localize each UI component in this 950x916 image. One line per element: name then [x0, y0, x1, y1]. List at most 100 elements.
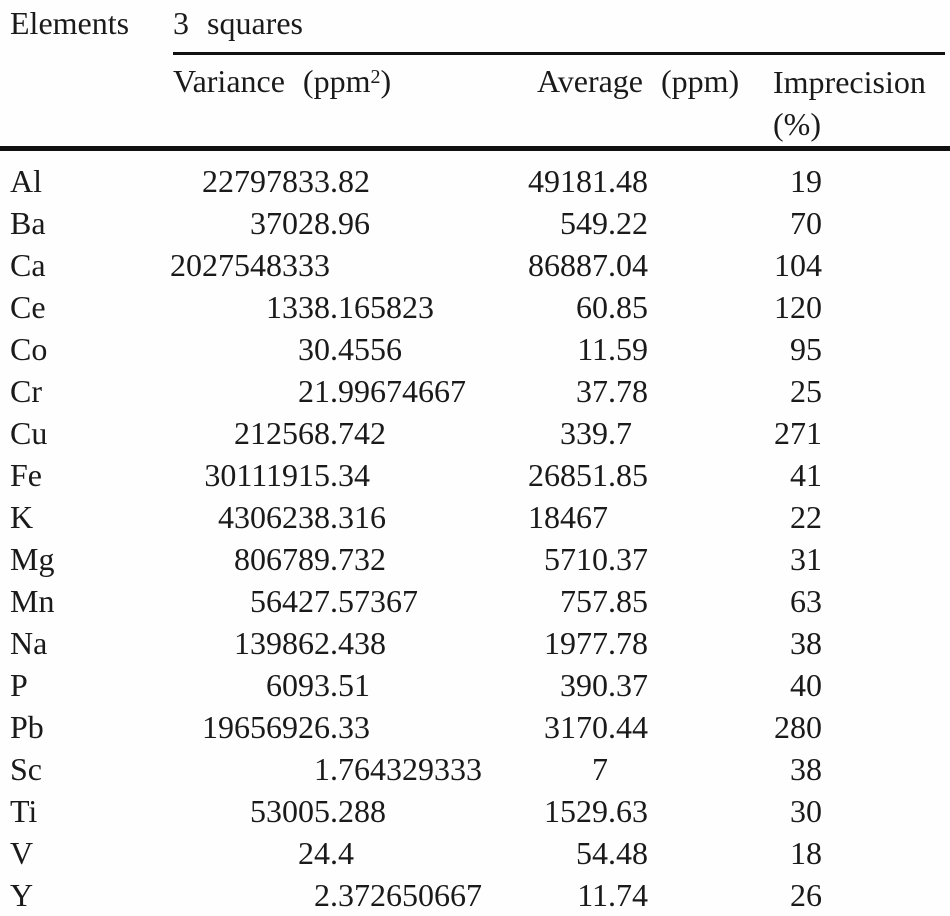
- cell-average-frac: .59: [608, 331, 648, 367]
- cell-average-int: 49181: [528, 163, 608, 199]
- cell-average-int: 86887: [528, 247, 608, 283]
- cell-variance-int: 1: [314, 751, 330, 787]
- cell-element: Y: [10, 877, 34, 913]
- cell-average-frac: .48: [608, 163, 648, 199]
- cell-average-int: 3170: [544, 709, 608, 745]
- variance-header-close: ): [380, 63, 392, 99]
- cell-element: Ba: [10, 205, 46, 241]
- cell-element: Ca: [10, 247, 46, 283]
- cell-average-frac: .85: [608, 583, 648, 619]
- cell-average-frac: .78: [608, 373, 648, 409]
- cell-element: Na: [10, 625, 48, 661]
- cell-average-frac: .37: [608, 541, 648, 577]
- cell-average-int: 1977: [544, 625, 608, 661]
- cell-average-frac: [608, 496, 668, 538]
- cell-average-int: 7: [592, 751, 608, 787]
- cell-imprecision: 19: [790, 163, 822, 199]
- table-row: Mg 806789.732 5710.37 31: [0, 538, 950, 580]
- table-row: Fe 30111915.34 26851.85 41: [0, 454, 950, 496]
- table-row: Na 139862.438 1977.78 38: [0, 622, 950, 664]
- cell-variance-int: 24: [298, 835, 330, 871]
- cell-average-frac: .85: [608, 289, 648, 325]
- variance-header-text: Variance (ppm: [173, 63, 371, 99]
- cell-imprecision: 41: [790, 457, 822, 493]
- cell-element: V: [10, 835, 34, 871]
- elements-column-header: Elements: [10, 5, 130, 41]
- cell-average-int: 390: [560, 667, 608, 703]
- cell-variance-frac: .4556: [330, 331, 402, 367]
- cell-average-int: 26851: [528, 457, 608, 493]
- table-row: Cu 212568.742 339.7 271: [0, 412, 950, 454]
- table-row: K 4306238.316 18467 22: [0, 496, 950, 538]
- cell-variance-int: 30111915: [204, 457, 330, 493]
- cell-variance-int: 139862: [234, 625, 330, 661]
- cell-average-int: 18467: [528, 499, 608, 535]
- cell-average-frac: .7: [608, 415, 632, 451]
- table-row: Pb 19656926.33 3170.44 280: [0, 706, 950, 748]
- header-rule: [0, 146, 950, 151]
- cell-imprecision: 22: [790, 499, 822, 535]
- cell-element: Ce: [10, 289, 46, 325]
- table-row: Sc 1.764329333 7 38: [0, 748, 950, 790]
- cell-imprecision: 38: [790, 625, 822, 661]
- cell-variance-int: 37028: [250, 205, 330, 241]
- cell-average-int: 549: [560, 205, 608, 241]
- cell-average-frac: .85: [608, 457, 648, 493]
- cell-variance-frac: .316: [330, 499, 386, 535]
- cell-element: Mn: [10, 583, 55, 619]
- cell-average-frac: .04: [608, 247, 648, 283]
- cell-variance-frac: .33: [330, 709, 370, 745]
- table-row: Ce 1338.165823 60.85 120: [0, 286, 950, 328]
- variance-column-header: Variance (ppm2): [173, 61, 391, 101]
- cell-imprecision: 38: [790, 751, 822, 787]
- cell-average-int: 11: [577, 331, 608, 367]
- cell-variance-frac: .57367: [330, 583, 418, 619]
- cell-imprecision: 271: [774, 415, 822, 451]
- table-row: Ca 2027548333 86887.04 104: [0, 244, 950, 286]
- cell-variance-int: 806789: [234, 541, 330, 577]
- cell-variance-frac: .742: [330, 415, 386, 451]
- cell-variance-int: 212568: [234, 415, 330, 451]
- cell-variance-int: 30: [298, 331, 330, 367]
- cell-variance-int: 56427: [250, 583, 330, 619]
- average-column-header: Average (ppm): [537, 63, 740, 99]
- cell-variance-frac: .34: [330, 457, 370, 493]
- cell-variance-int: 21: [298, 373, 330, 409]
- cell-element: Cr: [10, 373, 42, 409]
- variance-header-superscript: 2: [370, 66, 381, 88]
- table-row: Ba 37028.96 549.22 70: [0, 202, 950, 244]
- cell-variance-frac: .165823: [330, 289, 434, 325]
- group-header-rule: [173, 52, 945, 55]
- cell-imprecision: 104: [774, 247, 822, 283]
- cell-average-frac: .74: [608, 877, 648, 913]
- cell-element: Sc: [10, 751, 42, 787]
- cell-element: Pb: [10, 709, 44, 745]
- table-row: Mn 56427.57367 757.85 63: [0, 580, 950, 622]
- cell-element: P: [10, 667, 28, 703]
- cell-variance-frac: .372650667: [330, 877, 482, 913]
- cell-average-int: 5710: [544, 541, 608, 577]
- cell-average-frac: .37: [608, 667, 648, 703]
- table-row: V 24.4 54.48 18: [0, 832, 950, 874]
- cell-average-frac: .63: [608, 793, 648, 829]
- cell-imprecision: 31: [790, 541, 822, 577]
- cell-element: Cu: [10, 415, 48, 451]
- cell-variance-frac: .96: [330, 205, 370, 241]
- imprecision-header-line1: Imprecision: [773, 64, 926, 100]
- cell-variance-frac: .4: [330, 835, 354, 871]
- imprecision-header-line2: (%): [773, 106, 821, 142]
- table-row: Al 22797833.82 49181.48 19: [0, 160, 950, 202]
- table-body: Al 22797833.82 49181.48 19 Ba 37028.96 549.22 7…: [0, 160, 950, 916]
- cell-variance-frac: .82: [330, 163, 370, 199]
- cell-variance-int: 2027548333: [170, 247, 330, 283]
- cell-average-int: 339: [560, 415, 608, 451]
- cell-element: Al: [10, 163, 42, 199]
- cell-imprecision: 63: [790, 583, 822, 619]
- cell-element: Fe: [10, 457, 42, 493]
- table-row: Ti 53005.288 1529.63 30: [0, 790, 950, 832]
- cell-average-int: 757: [560, 583, 608, 619]
- cell-variance-frac: .99674667: [330, 373, 466, 409]
- cell-imprecision: 95: [790, 331, 822, 367]
- cell-variance-frac: .288: [330, 793, 386, 829]
